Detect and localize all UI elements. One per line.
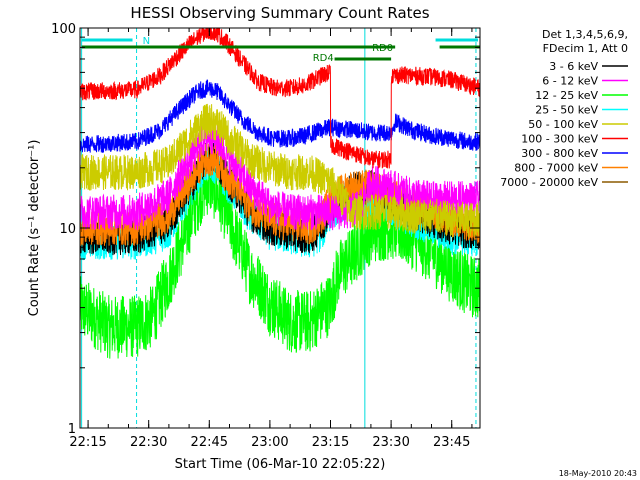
legend-label: 800 - 7000 keV xyxy=(514,162,598,175)
y-tick-label: 1 xyxy=(68,422,76,437)
legend: Det 1,3,4,5,6,9,FDecim 1, Att 0 3 - 6 keV… xyxy=(500,28,628,189)
annotation-rd0: RD0 xyxy=(372,43,393,54)
y-axis-label: Count Rate (s⁻¹ detector⁻¹) xyxy=(27,140,42,317)
legend-label: 25 - 50 keV xyxy=(535,104,598,117)
legend-label: 3 - 6 keV xyxy=(549,60,598,73)
legend-entry: 100 - 300 keV xyxy=(521,133,628,146)
x-tick-label: 23:45 xyxy=(433,435,470,450)
x-tick-label: 23:15 xyxy=(312,435,349,450)
legend-entry: 6 - 12 keV xyxy=(542,75,628,88)
legend-label: 50 - 100 keV xyxy=(528,118,598,131)
legend-label: 6 - 12 keV xyxy=(542,75,598,88)
mode-bars xyxy=(81,38,480,61)
x-tick-label: 22:15 xyxy=(69,435,106,450)
y-tick-label: 10 xyxy=(59,222,76,237)
plot-area xyxy=(80,28,480,428)
legend-label: 12 - 25 keV xyxy=(535,89,598,102)
series-trace xyxy=(80,119,480,231)
annotation-rd4: RD4 xyxy=(313,53,334,64)
y-tick-label: 100 xyxy=(51,22,76,37)
legend-entry: 50 - 100 keV xyxy=(528,118,628,131)
legend-label: 100 - 300 keV xyxy=(521,133,598,146)
series-50-100-kev xyxy=(80,103,480,238)
y-axis: 1 10 100 xyxy=(51,22,480,437)
legend-entry: 12 - 25 keV xyxy=(535,89,628,102)
legend-entry: 25 - 50 keV xyxy=(535,104,628,117)
legend-label: 7000 - 20000 keV xyxy=(500,176,598,189)
annotation-n: N xyxy=(143,36,150,47)
legend-entry: 300 - 800 keV xyxy=(521,147,628,160)
x-tick-label: 23:00 xyxy=(251,435,288,450)
series-300-800-kev xyxy=(80,79,480,153)
series-trace xyxy=(80,103,480,238)
x-tick-label: 22:30 xyxy=(130,435,167,450)
plot-timestamp: 18-May-2010 20:43 xyxy=(559,469,637,478)
chart-title: HESSI Observing Summary Count Rates xyxy=(130,4,429,22)
legend-label: 300 - 800 keV xyxy=(521,147,598,160)
x-axis-label: Start Time (06-Mar-10 22:05:22) xyxy=(175,457,386,472)
series-6-12-kev xyxy=(80,119,480,231)
x-tick-label: 22:45 xyxy=(191,435,228,450)
series-trace xyxy=(80,28,480,169)
series-trace xyxy=(80,79,480,153)
legend-entry: 3 - 6 keV xyxy=(549,60,628,73)
legend-header: FDecim 1, Att 0 xyxy=(543,42,628,55)
legend-entry: 800 - 7000 keV xyxy=(514,162,628,175)
x-axis: 22:15 22:30 22:45 23:00 23:15 23:30 23:45 xyxy=(69,28,473,450)
legend-entry: 7000 - 20000 keV xyxy=(500,176,628,189)
x-tick-label: 23:30 xyxy=(372,435,409,450)
series-100-300-kev xyxy=(80,28,480,169)
legend-header: Det 1,3,4,5,6,9, xyxy=(542,28,628,41)
